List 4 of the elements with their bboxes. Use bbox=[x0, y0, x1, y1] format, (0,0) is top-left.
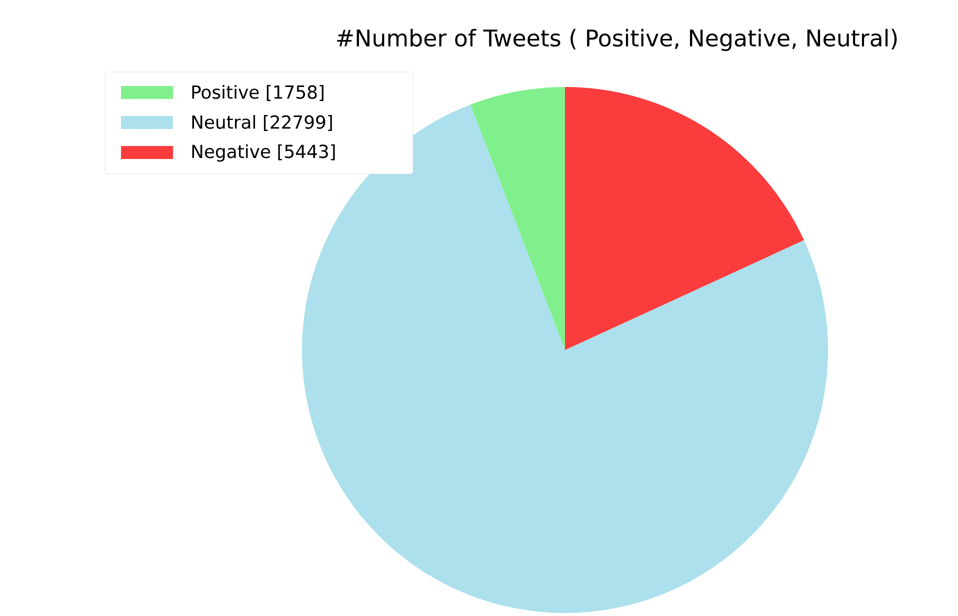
legend-label: Neutral [22799] bbox=[192, 115, 332, 131]
legend-label: Positive [1758] bbox=[192, 85, 324, 101]
chart-title: #Number of Tweets ( Positive, Negative, Neutral) bbox=[337, 28, 897, 52]
legend-label: Negative [5443] bbox=[192, 144, 335, 162]
